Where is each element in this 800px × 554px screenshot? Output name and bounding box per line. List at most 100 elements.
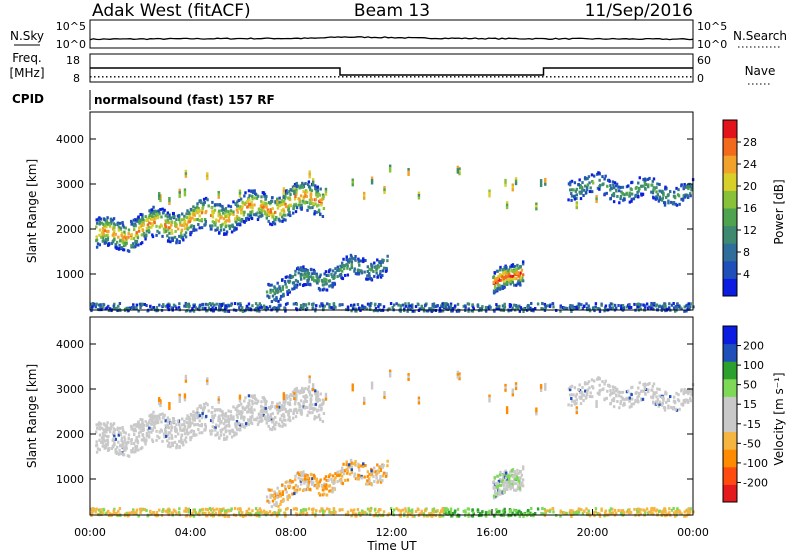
power-echo-cell bbox=[577, 305, 581, 309]
power-echo-cell bbox=[422, 307, 426, 311]
power-echo-cell bbox=[301, 269, 305, 273]
power-echo-cell bbox=[225, 232, 228, 236]
velocity-echo-cell bbox=[324, 486, 327, 490]
power-echo-cell bbox=[462, 304, 465, 308]
velocity-echo-cell bbox=[271, 511, 275, 515]
velocity-echo-cell bbox=[292, 411, 295, 415]
velocity-echo-cell bbox=[110, 446, 114, 450]
power-echo-cell bbox=[164, 225, 168, 229]
power-echo-cell bbox=[382, 266, 386, 270]
power-echo-cell bbox=[279, 200, 283, 204]
velocity-echo-cell bbox=[293, 389, 296, 393]
velocity-echo-cell bbox=[249, 416, 253, 420]
velocity-echo-cell bbox=[439, 509, 443, 513]
power-echo-cell bbox=[477, 309, 481, 313]
velocity-echo-cell bbox=[185, 421, 189, 425]
velocity-echo-cell bbox=[178, 439, 181, 443]
power-echo-cell bbox=[268, 213, 271, 217]
velocity-echo-cell bbox=[139, 417, 142, 421]
power-echo-cell bbox=[293, 203, 296, 207]
power-echo-cell bbox=[346, 273, 350, 277]
velocity-echo-cell bbox=[683, 388, 686, 392]
power-echo-cell bbox=[151, 223, 154, 227]
power-echo-cell bbox=[650, 301, 653, 305]
power-echo-cell bbox=[162, 227, 166, 231]
power-echo-cell bbox=[334, 305, 337, 309]
power-echo-cell bbox=[143, 302, 147, 306]
velocity-echo-cell bbox=[534, 511, 537, 515]
velocity-echo-cell bbox=[467, 512, 470, 516]
time-x-ticks: 00:00 04:00 08:00 12:00 16:00 20:00 00:00 bbox=[74, 509, 709, 539]
velocity-echo-cell bbox=[94, 510, 97, 514]
power-echo-cell bbox=[515, 277, 518, 281]
velocity-echo-cell bbox=[514, 382, 518, 386]
velocity-echo-cell bbox=[590, 378, 594, 382]
power-echo-cell bbox=[347, 258, 351, 262]
velocity-echo-cell bbox=[314, 514, 317, 518]
velocity-echo-cell bbox=[137, 514, 140, 518]
power-echo-cell bbox=[373, 261, 376, 265]
power-echo-cell bbox=[132, 224, 136, 228]
power-echo-cell bbox=[200, 201, 203, 205]
power-echo-cell bbox=[242, 219, 246, 223]
velocity-echo-cell bbox=[187, 507, 191, 511]
power-echo-cell bbox=[292, 281, 296, 285]
power-echo-cell bbox=[507, 269, 510, 273]
power-echo-cell bbox=[499, 278, 502, 282]
power-echo-cell bbox=[261, 213, 264, 217]
velocity-echo-cell bbox=[317, 397, 320, 401]
power-echo-cell bbox=[308, 170, 311, 174]
velocity-echo-cell bbox=[293, 408, 296, 412]
power-echo-cell bbox=[197, 207, 200, 211]
power-echo-cell bbox=[359, 309, 362, 313]
velocity-echo-cell bbox=[447, 510, 451, 514]
velocity-echo-cell bbox=[167, 431, 171, 435]
power-echo-cell bbox=[495, 305, 499, 309]
power-echo-cell bbox=[653, 187, 656, 191]
power-echo-cell bbox=[541, 307, 544, 311]
velocity-echo-cell bbox=[286, 506, 289, 510]
power-echo-cell bbox=[110, 241, 114, 245]
velocity-echo-cell bbox=[297, 471, 300, 475]
power-echo-cell bbox=[351, 180, 354, 184]
velocity-echo-cell bbox=[262, 408, 266, 412]
velocity-echo-cell bbox=[569, 512, 573, 516]
power-echo-cell bbox=[612, 193, 615, 197]
frequency-strip: Freq. [MHz] 18 8 60 0 Nave bbox=[9, 51, 775, 85]
velocity-echo-cell bbox=[229, 417, 233, 421]
velocity-echo-cell bbox=[210, 411, 213, 415]
velocity-echo-cell bbox=[368, 472, 371, 476]
velocity-echo-cell bbox=[206, 379, 209, 383]
y-tick-label: 1000 bbox=[56, 268, 84, 281]
velocity-echo-cell bbox=[269, 493, 272, 497]
power-echo-cell bbox=[139, 225, 142, 229]
velocity-echo-cell bbox=[271, 494, 274, 498]
velocity-echo-cell bbox=[209, 512, 213, 516]
velocity-echo-cell bbox=[346, 510, 350, 514]
velocity-echo-cell bbox=[353, 472, 356, 476]
power-echo-cell bbox=[247, 203, 251, 207]
velocity-echo-cell bbox=[200, 416, 204, 420]
velocity-echo-cell bbox=[306, 413, 309, 417]
velocity-echo-cell bbox=[551, 507, 554, 511]
velocity-echo-cell bbox=[386, 459, 389, 463]
velocity-echo-cell bbox=[619, 390, 622, 394]
velocity-echo-cell bbox=[194, 511, 197, 515]
velocity-echo-cell bbox=[374, 512, 378, 516]
velocity-echo-cell bbox=[188, 422, 192, 426]
velocity-echo-cell bbox=[495, 492, 498, 496]
power-echo-cell bbox=[638, 187, 641, 191]
velocity-echo-cell bbox=[349, 508, 353, 512]
power-echo-cell bbox=[284, 282, 287, 286]
power-echo-cell bbox=[340, 276, 343, 280]
velocity-echo-cell bbox=[222, 507, 225, 511]
colorbar-tick-label: 8 bbox=[743, 246, 750, 259]
power-echo-cell bbox=[298, 268, 301, 272]
power-echo-cell bbox=[112, 304, 115, 308]
velocity-echo-cell bbox=[380, 465, 383, 469]
velocity-echo-cell bbox=[504, 386, 507, 390]
velocity-echo-cell bbox=[308, 487, 312, 491]
power-echo-cell bbox=[645, 302, 649, 306]
power-echo-cell bbox=[320, 198, 324, 202]
velocity-echo-cell bbox=[148, 435, 151, 439]
